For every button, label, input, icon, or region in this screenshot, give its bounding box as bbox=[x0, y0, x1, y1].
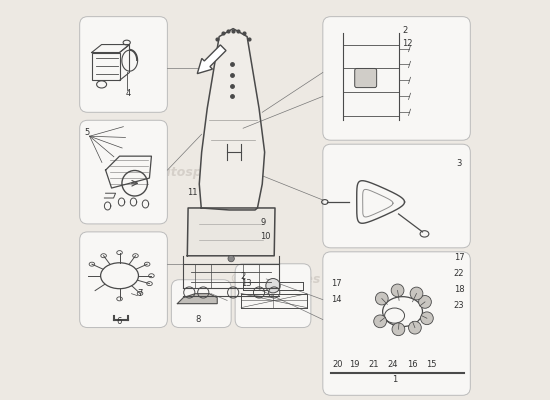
Text: 14: 14 bbox=[331, 295, 342, 304]
Text: 2: 2 bbox=[241, 272, 246, 280]
Text: 23: 23 bbox=[454, 301, 464, 310]
Polygon shape bbox=[177, 294, 217, 304]
Circle shape bbox=[376, 292, 388, 305]
FancyBboxPatch shape bbox=[323, 17, 470, 140]
Text: 6: 6 bbox=[116, 317, 122, 326]
FancyBboxPatch shape bbox=[80, 120, 167, 224]
Circle shape bbox=[228, 256, 234, 262]
Text: 24: 24 bbox=[388, 360, 398, 370]
Text: 4: 4 bbox=[126, 89, 131, 98]
Text: 15: 15 bbox=[426, 360, 437, 370]
Text: 3: 3 bbox=[456, 159, 462, 168]
Text: 22: 22 bbox=[454, 269, 464, 278]
Text: ©autospares: ©autospares bbox=[141, 166, 233, 178]
FancyBboxPatch shape bbox=[323, 252, 470, 395]
FancyBboxPatch shape bbox=[235, 264, 311, 328]
Circle shape bbox=[409, 321, 421, 334]
Circle shape bbox=[419, 296, 431, 308]
FancyBboxPatch shape bbox=[355, 68, 377, 88]
Text: 9: 9 bbox=[261, 218, 266, 227]
Circle shape bbox=[374, 315, 387, 328]
FancyBboxPatch shape bbox=[323, 144, 470, 248]
Text: 21: 21 bbox=[368, 360, 379, 370]
Text: 5: 5 bbox=[85, 128, 90, 137]
Text: 18: 18 bbox=[454, 285, 464, 294]
FancyArrow shape bbox=[197, 45, 226, 74]
Circle shape bbox=[421, 312, 433, 325]
Text: ©autospares: ©autospares bbox=[229, 273, 321, 286]
Text: 11: 11 bbox=[188, 188, 198, 197]
FancyBboxPatch shape bbox=[80, 17, 167, 112]
Text: 13: 13 bbox=[241, 280, 251, 288]
Text: 16: 16 bbox=[407, 360, 418, 370]
Text: 10: 10 bbox=[260, 232, 271, 241]
FancyBboxPatch shape bbox=[172, 280, 231, 328]
Circle shape bbox=[392, 323, 405, 336]
Circle shape bbox=[410, 287, 423, 300]
Text: 19: 19 bbox=[349, 360, 360, 370]
FancyBboxPatch shape bbox=[80, 232, 167, 328]
Text: 8: 8 bbox=[196, 315, 201, 324]
Text: 1: 1 bbox=[392, 375, 397, 384]
Polygon shape bbox=[188, 208, 275, 256]
Text: 7: 7 bbox=[138, 289, 143, 298]
Polygon shape bbox=[199, 28, 265, 210]
Circle shape bbox=[391, 284, 404, 297]
Text: 17: 17 bbox=[454, 253, 464, 262]
Circle shape bbox=[266, 278, 280, 293]
Text: 20: 20 bbox=[333, 360, 343, 370]
Text: 2: 2 bbox=[403, 26, 408, 34]
Text: 12: 12 bbox=[403, 39, 413, 48]
Text: 17: 17 bbox=[331, 279, 342, 288]
